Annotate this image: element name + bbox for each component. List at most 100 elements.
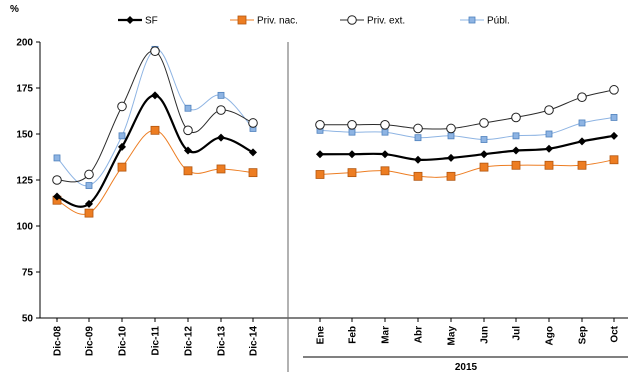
x-tick-label: Feb: [348, 326, 359, 344]
data-point: [446, 171, 456, 181]
data-point: [447, 132, 455, 140]
data-point: [126, 16, 134, 24]
data-point: [511, 112, 521, 123]
series-line: [56, 50, 254, 183]
y-tick-label: 200: [16, 38, 33, 49]
data-point: [183, 125, 193, 136]
legend: SF Priv. nac. Priv. ext. Públ.: [118, 15, 510, 27]
data-point: [117, 162, 127, 172]
legend-label: Públ.: [487, 16, 510, 27]
data-point: [480, 150, 488, 159]
x-tick-label: Jul: [512, 326, 523, 341]
data-point: [447, 153, 455, 162]
y-tick-label: 75: [22, 268, 34, 279]
data-point: [468, 16, 476, 24]
data-point: [479, 118, 489, 128]
data-point: [577, 92, 587, 102]
data-point: [609, 155, 619, 165]
data-point: [545, 144, 553, 153]
data-point: [545, 130, 553, 138]
data-point: [577, 160, 587, 170]
year-label: 2015: [455, 362, 478, 373]
x-tick-label: Sep: [578, 326, 589, 344]
x-tick-label: Dic-10: [118, 326, 129, 356]
data-point: [249, 148, 257, 157]
data-point: [53, 192, 61, 201]
data-point: [381, 150, 389, 159]
x-tick-labels: Dic-08 Dic-09 Dic-10 Dic-11 Dic-12 Dic-13 Dic-…: [53, 318, 621, 356]
data-point: [217, 91, 225, 99]
data-point: [183, 166, 193, 176]
data-point: [544, 160, 554, 170]
data-point: [151, 91, 159, 100]
data-point: [84, 169, 94, 180]
data-point: [480, 136, 488, 143]
data-point: [414, 134, 422, 142]
data-point: [512, 132, 520, 140]
data-point: [348, 128, 356, 136]
y-unit-label: %: [10, 4, 19, 15]
series-line: [319, 116, 615, 141]
data-point: [578, 119, 586, 127]
data-point: [544, 105, 554, 115]
data-point: [117, 101, 127, 112]
data-point: [237, 15, 247, 25]
data-point: [150, 125, 160, 135]
data-point: [610, 131, 618, 140]
data-point: [84, 208, 94, 218]
data-point: [216, 164, 226, 174]
data-point: [52, 175, 62, 185]
data-point: [150, 46, 160, 57]
series-line: [319, 89, 615, 130]
data-point: [479, 162, 489, 172]
legend-label: Priv. nac.: [257, 16, 298, 27]
x-tick-label: Dic-14: [249, 326, 260, 356]
x-tick-label: Dic-11: [151, 326, 162, 356]
data-point: [217, 133, 225, 142]
data-point: [118, 142, 126, 151]
data-point: [610, 114, 618, 121]
x-tick-label: Dic-13: [217, 326, 228, 356]
data-point: [381, 128, 389, 136]
y-tick-label: 125: [16, 176, 33, 187]
x-tick-label: Mar: [381, 326, 392, 344]
series-group: [52, 45, 619, 218]
data-point: [413, 171, 423, 181]
data-point: [316, 150, 324, 159]
legend-label: Priv. ext.: [367, 16, 405, 27]
legend-item: Priv. ext.: [340, 15, 405, 27]
data-point: [413, 123, 423, 134]
data-point: [348, 150, 356, 159]
y-tick-label: 50: [22, 314, 34, 325]
x-tick-label: Ago: [545, 326, 556, 345]
legend-item: Priv. nac.: [230, 16, 298, 27]
data-point: [380, 166, 390, 176]
axes: [39, 42, 628, 372]
data-point: [347, 15, 357, 25]
x-tick-label: Ene: [316, 326, 327, 345]
y-tick-labels: 50 75 100 125 150 175 200: [16, 38, 40, 325]
x-tick-label: Jun: [480, 326, 491, 344]
x-tick-label: Dic-09: [85, 326, 96, 356]
data-point: [315, 170, 325, 179]
series-3: [53, 45, 618, 189]
series-2: [52, 46, 619, 185]
series-line: [319, 159, 615, 178]
y-tick-label: 150: [16, 130, 33, 141]
x-tick-label: May: [447, 326, 458, 346]
series-line: [319, 134, 615, 162]
data-point: [315, 120, 325, 130]
series-1: [52, 125, 619, 218]
data-point: [85, 182, 93, 189]
data-point: [184, 146, 192, 155]
legend-item: SF: [118, 16, 158, 27]
data-point: [184, 104, 192, 112]
data-point: [380, 120, 390, 130]
data-point: [216, 105, 226, 115]
x-tick-label: Dic-08: [53, 326, 64, 356]
data-point: [347, 168, 357, 178]
y-tick-label: 100: [16, 222, 33, 233]
data-point: [578, 137, 586, 146]
legend-label: SF: [145, 16, 158, 27]
